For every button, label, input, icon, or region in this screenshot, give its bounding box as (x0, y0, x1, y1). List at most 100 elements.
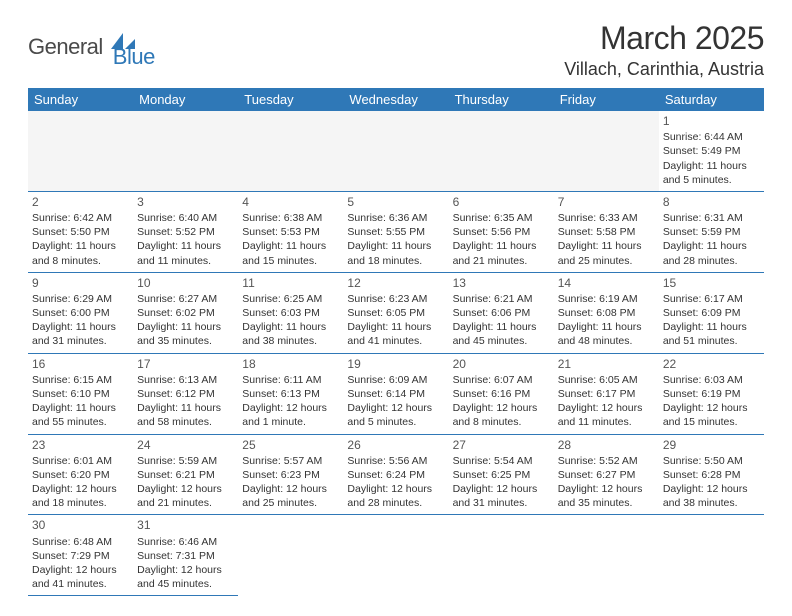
header: General Blue March 2025 Villach, Carinth… (28, 20, 764, 80)
day-info: Sunrise: 5:54 AMSunset: 6:25 PMDaylight:… (453, 454, 550, 511)
day-cell: 12Sunrise: 6:23 AMSunset: 6:05 PMDayligh… (343, 272, 448, 353)
calendar-row: 1Sunrise: 6:44 AMSunset: 5:49 PMDaylight… (28, 111, 764, 191)
day-cell: 22Sunrise: 6:03 AMSunset: 6:19 PMDayligh… (659, 353, 764, 434)
calendar-row: 30Sunrise: 6:48 AMSunset: 7:29 PMDayligh… (28, 515, 764, 596)
day-info: Sunrise: 6:13 AMSunset: 6:12 PMDaylight:… (137, 373, 234, 430)
day-cell: 28Sunrise: 5:52 AMSunset: 6:27 PMDayligh… (554, 434, 659, 515)
day-info: Sunrise: 6:46 AMSunset: 7:31 PMDaylight:… (137, 535, 234, 592)
day-cell: 16Sunrise: 6:15 AMSunset: 6:10 PMDayligh… (28, 353, 133, 434)
day-cell: 10Sunrise: 6:27 AMSunset: 6:02 PMDayligh… (133, 272, 238, 353)
day-cell: 8Sunrise: 6:31 AMSunset: 5:59 PMDaylight… (659, 191, 764, 272)
weekday-header-row: SundayMondayTuesdayWednesdayThursdayFrid… (28, 88, 764, 111)
day-cell: 24Sunrise: 5:59 AMSunset: 6:21 PMDayligh… (133, 434, 238, 515)
day-info: Sunrise: 6:15 AMSunset: 6:10 PMDaylight:… (32, 373, 129, 430)
empty-cell (343, 111, 448, 191)
weekday-header: Friday (554, 88, 659, 111)
day-number: 20 (453, 356, 550, 372)
month-title: March 2025 (564, 20, 764, 57)
day-cell: 9Sunrise: 6:29 AMSunset: 6:00 PMDaylight… (28, 272, 133, 353)
day-number: 28 (558, 437, 655, 453)
logo: General Blue (28, 24, 155, 70)
day-number: 17 (137, 356, 234, 372)
day-info: Sunrise: 6:11 AMSunset: 6:13 PMDaylight:… (242, 373, 339, 430)
day-info: Sunrise: 6:40 AMSunset: 5:52 PMDaylight:… (137, 211, 234, 268)
day-info: Sunrise: 6:17 AMSunset: 6:09 PMDaylight:… (663, 292, 760, 349)
day-number: 6 (453, 194, 550, 210)
day-number: 4 (242, 194, 339, 210)
logo-text-general: General (28, 34, 103, 60)
day-info: Sunrise: 5:59 AMSunset: 6:21 PMDaylight:… (137, 454, 234, 511)
day-info: Sunrise: 6:27 AMSunset: 6:02 PMDaylight:… (137, 292, 234, 349)
day-number: 10 (137, 275, 234, 291)
day-number: 22 (663, 356, 760, 372)
day-info: Sunrise: 5:50 AMSunset: 6:28 PMDaylight:… (663, 454, 760, 511)
day-number: 1 (663, 113, 760, 129)
day-info: Sunrise: 6:42 AMSunset: 5:50 PMDaylight:… (32, 211, 129, 268)
day-number: 8 (663, 194, 760, 210)
day-cell: 15Sunrise: 6:17 AMSunset: 6:09 PMDayligh… (659, 272, 764, 353)
day-number: 7 (558, 194, 655, 210)
title-block: March 2025 Villach, Carinthia, Austria (564, 20, 764, 80)
day-info: Sunrise: 6:35 AMSunset: 5:56 PMDaylight:… (453, 211, 550, 268)
calendar-row: 23Sunrise: 6:01 AMSunset: 6:20 PMDayligh… (28, 434, 764, 515)
day-number: 11 (242, 275, 339, 291)
empty-cell (449, 111, 554, 191)
logo-text-blue: Blue (113, 44, 155, 70)
empty-cell (133, 111, 238, 191)
day-info: Sunrise: 6:36 AMSunset: 5:55 PMDaylight:… (347, 211, 444, 268)
day-number: 18 (242, 356, 339, 372)
day-cell: 20Sunrise: 6:07 AMSunset: 6:16 PMDayligh… (449, 353, 554, 434)
day-number: 24 (137, 437, 234, 453)
weekday-header: Saturday (659, 88, 764, 111)
day-number: 19 (347, 356, 444, 372)
day-cell: 27Sunrise: 5:54 AMSunset: 6:25 PMDayligh… (449, 434, 554, 515)
day-cell: 2Sunrise: 6:42 AMSunset: 5:50 PMDaylight… (28, 191, 133, 272)
day-cell: 18Sunrise: 6:11 AMSunset: 6:13 PMDayligh… (238, 353, 343, 434)
day-info: Sunrise: 6:31 AMSunset: 5:59 PMDaylight:… (663, 211, 760, 268)
day-cell: 6Sunrise: 6:35 AMSunset: 5:56 PMDaylight… (449, 191, 554, 272)
day-info: Sunrise: 6:33 AMSunset: 5:58 PMDaylight:… (558, 211, 655, 268)
day-info: Sunrise: 6:23 AMSunset: 6:05 PMDaylight:… (347, 292, 444, 349)
weekday-header: Sunday (28, 88, 133, 111)
day-info: Sunrise: 6:07 AMSunset: 6:16 PMDaylight:… (453, 373, 550, 430)
day-number: 23 (32, 437, 129, 453)
day-cell: 29Sunrise: 5:50 AMSunset: 6:28 PMDayligh… (659, 434, 764, 515)
day-info: Sunrise: 6:38 AMSunset: 5:53 PMDaylight:… (242, 211, 339, 268)
day-number: 14 (558, 275, 655, 291)
day-cell: 19Sunrise: 6:09 AMSunset: 6:14 PMDayligh… (343, 353, 448, 434)
day-info: Sunrise: 5:56 AMSunset: 6:24 PMDaylight:… (347, 454, 444, 511)
day-number: 29 (663, 437, 760, 453)
day-cell: 11Sunrise: 6:25 AMSunset: 6:03 PMDayligh… (238, 272, 343, 353)
empty-cell (238, 111, 343, 191)
empty-cell (554, 111, 659, 191)
day-info: Sunrise: 6:19 AMSunset: 6:08 PMDaylight:… (558, 292, 655, 349)
day-info: Sunrise: 6:25 AMSunset: 6:03 PMDaylight:… (242, 292, 339, 349)
day-cell: 31 Sunrise: 6:46 AMSunset: 7:31 PMDayligh… (133, 515, 238, 596)
day-cell: 25Sunrise: 5:57 AMSunset: 6:23 PMDayligh… (238, 434, 343, 515)
day-cell: 13Sunrise: 6:21 AMSunset: 6:06 PMDayligh… (449, 272, 554, 353)
day-cell: 23Sunrise: 6:01 AMSunset: 6:20 PMDayligh… (28, 434, 133, 515)
day-number: 31 (137, 517, 234, 533)
calendar-row: 2Sunrise: 6:42 AMSunset: 5:50 PMDaylight… (28, 191, 764, 272)
day-cell: 7Sunrise: 6:33 AMSunset: 5:58 PMDaylight… (554, 191, 659, 272)
day-number: 5 (347, 194, 444, 210)
day-info: Sunrise: 6:05 AMSunset: 6:17 PMDaylight:… (558, 373, 655, 430)
weekday-header: Tuesday (238, 88, 343, 111)
day-info: Sunrise: 6:48 AMSunset: 7:29 PMDaylight:… (32, 535, 129, 592)
day-cell: 26Sunrise: 5:56 AMSunset: 6:24 PMDayligh… (343, 434, 448, 515)
weekday-header: Wednesday (343, 88, 448, 111)
day-number: 12 (347, 275, 444, 291)
day-number: 3 (137, 194, 234, 210)
day-number: 21 (558, 356, 655, 372)
day-info: Sunrise: 6:29 AMSunset: 6:00 PMDaylight:… (32, 292, 129, 349)
weekday-header: Thursday (449, 88, 554, 111)
day-cell: 21Sunrise: 6:05 AMSunset: 6:17 PMDayligh… (554, 353, 659, 434)
day-cell: 4Sunrise: 6:38 AMSunset: 5:53 PMDaylight… (238, 191, 343, 272)
weekday-header: Monday (133, 88, 238, 111)
calendar-body: 1Sunrise: 6:44 AMSunset: 5:49 PMDaylight… (28, 111, 764, 596)
day-info: Sunrise: 6:09 AMSunset: 6:14 PMDaylight:… (347, 373, 444, 430)
calendar-row: 16Sunrise: 6:15 AMSunset: 6:10 PMDayligh… (28, 353, 764, 434)
day-number: 15 (663, 275, 760, 291)
day-cell: 14Sunrise: 6:19 AMSunset: 6:08 PMDayligh… (554, 272, 659, 353)
day-number: 26 (347, 437, 444, 453)
